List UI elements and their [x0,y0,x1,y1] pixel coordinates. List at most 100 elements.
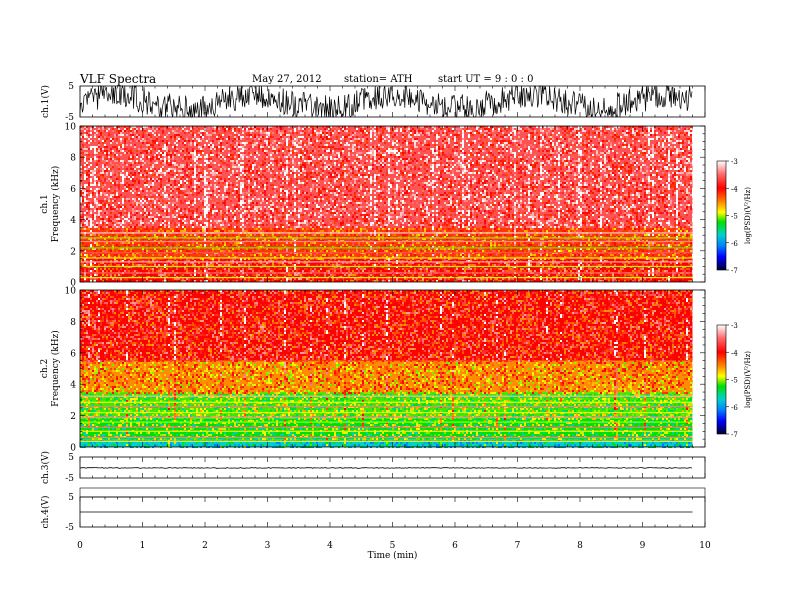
ch1-spectrum-cell [96,182,98,184]
ch1-spectrum-cell [108,222,110,224]
ch1-spectrum-cell [82,228,84,230]
ch1-spectrum-cell [96,242,98,244]
ch1-spectrum-cell [150,200,152,202]
ch1-spectrum-cell [152,128,154,130]
ch1-spectrum-cell [108,176,110,178]
ch1-spectrum-cell [120,208,122,210]
ch1-spectrum-cell [100,226,102,228]
ch1-spectrum-cell [92,218,94,220]
ch1-spectrum-cell [100,192,102,194]
ch1-spectrum-cell [144,184,146,186]
ch1-spectrum-cell [102,274,104,276]
ch1-spectrum-cell [100,278,102,280]
ch1-spectrum-cell [94,234,96,236]
ch1-spectrum-cell [150,194,152,196]
ch1-spectrum-cell [126,270,128,272]
ch1-spectrum-cell [138,194,140,196]
ch1-spectrum-cell [112,222,114,224]
ch1-spectrum-cell [152,132,154,134]
ch1-spectrum-cell [150,144,152,146]
ch1-spectrum-cell [130,176,132,178]
ch1-spectrum-cell [106,136,108,138]
ch1-spectrum-cell [114,180,116,182]
ch1-spectrum-cell [106,156,108,158]
ch1-spectrum-cell [148,156,150,158]
ch1-spectrum-cell [148,204,150,206]
ch1-spectrum-cell [138,202,140,204]
ch1-spectrum-cell [116,224,118,226]
ch1-spectrum-cell [140,178,142,180]
ch1-spectrum-cell [114,222,116,224]
ch1-spectrum-cell [112,170,114,172]
ch1-spectrum-cell [114,192,116,194]
ch1-spectrum-cell [104,130,106,132]
ch1-spectrum-cell [96,166,98,168]
ch1-spectrum-cell [112,278,114,280]
ch1-spectrum-cell [142,206,144,208]
ch1-spectrum-cell [116,154,118,156]
ch1-spectrum-cell [154,190,156,192]
ch1-spectrum-cell [92,264,94,266]
ch1-spectrum-cell [144,170,146,172]
ch1-spectrum-cell [116,142,118,144]
ch1-spectrum-cell [96,162,98,164]
ch1-spectrum-cell [106,134,108,136]
ch1-spectrum-cell [92,172,94,174]
ch1-spectrum-cell [86,216,88,218]
ch1-spectrum-cell [86,226,88,228]
ch1-spectrum-cell [126,140,128,142]
ch1-spectrum-cell [126,242,128,244]
ch1-spectrum-cell [140,200,142,202]
ch1-spectrum-cell [142,220,144,222]
ch1-spectrum-cell [114,198,116,200]
ch1-spectrum-cell [122,178,124,180]
ch1-spectrum-cell [90,244,92,246]
ch1-spectrum-cell [92,212,94,214]
ch1-spectrum-cell [116,198,118,200]
ch1-spectrum-cell [130,268,132,270]
ch1-spectrum-cell [96,172,98,174]
ch1-spectrum-cell [110,136,112,138]
ch1-spectrum-cell [132,212,134,214]
ch1-spectrum-cell [90,224,92,226]
ch1-spectrum-cell [110,138,112,140]
ch1-spectrum-cell [96,148,98,150]
ch1-spectrum-cell [114,200,116,202]
ch1-spectrum-cell [138,148,140,150]
ch1-spectrum-cell [120,242,122,244]
ch1-spectrum-cell [96,132,98,134]
ch1-spectrum-cell [122,226,124,228]
ch1-spectrum-cell [86,148,88,150]
ch1-spectrum-cell [88,134,90,136]
ch1-spectrum-cell [102,142,104,144]
ch1-spectrum-cell [144,228,146,230]
ch1-spectrum-cell [156,128,158,130]
ch1-spectrum-cell [128,198,130,200]
ch1-spectrum-cell [94,180,96,182]
ch1-spectrum-cell [150,172,152,174]
ch1-spectrum-cell [138,178,140,180]
ch1-spectrum-cell [140,202,142,204]
ch1-spectrum-cell [144,128,146,130]
ch1-spectrum-cell [140,226,142,228]
ch1-spectrum-cell [154,170,156,172]
ch1-spectrum-cell [124,142,126,144]
ch1-spectrum-cell [134,148,136,150]
ch1-spectrum-cell [128,220,130,222]
ch1-spectrum-cell [98,174,100,176]
ch1-spectrum-cell [132,250,134,252]
ch1-spectrum-cell [94,188,96,190]
ch1-spectrum-cell [104,212,106,214]
ch1-spectrum-cell [152,244,154,246]
ch1-spectrum-cell [138,172,140,174]
ch1-spectrum-cell [136,160,138,162]
ch1-spectrum-cell [136,140,138,142]
ch1-spectrum-cell [154,224,156,226]
ch1-spectrum-cell [156,162,158,164]
ch1-spectrum-cell [86,198,88,200]
ch1-spectrum-cell [84,186,86,188]
ch1-spectrum-cell [146,198,148,200]
ch1-spectrum-cell [98,194,100,196]
ch1-spectrum-cell [88,158,90,160]
ch1-spectrum-cell [154,142,156,144]
